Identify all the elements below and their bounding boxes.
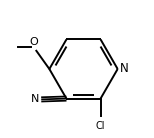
Text: O: O xyxy=(30,37,38,47)
Text: N: N xyxy=(120,63,129,75)
Text: Cl: Cl xyxy=(96,121,105,131)
Text: N: N xyxy=(30,94,39,104)
